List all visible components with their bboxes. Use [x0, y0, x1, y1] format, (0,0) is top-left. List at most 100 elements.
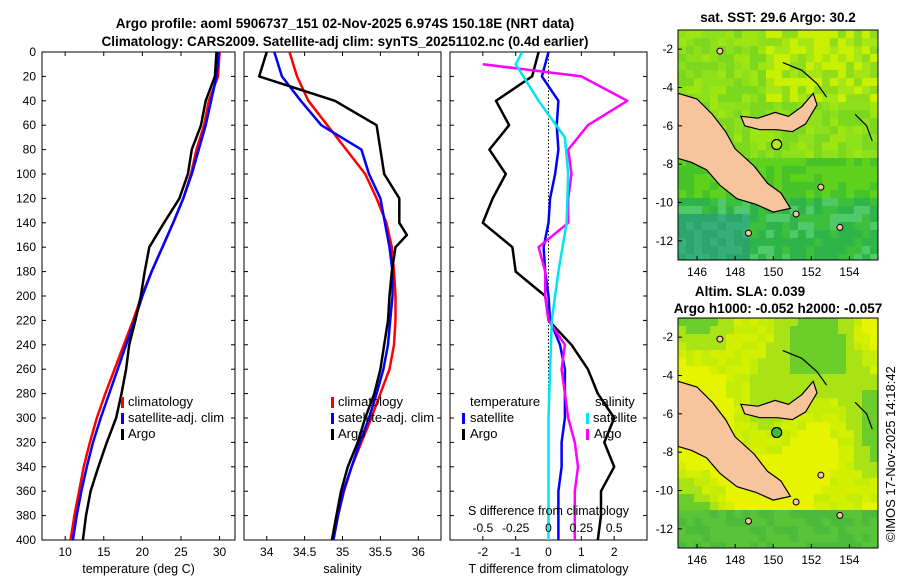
map-cell: [710, 94, 718, 102]
map-cell: [814, 46, 822, 54]
map-cell: [822, 454, 830, 462]
map-cell: [854, 398, 862, 406]
y-tick-label: 240: [16, 338, 36, 352]
map-cell: [742, 206, 750, 214]
y-tick-label: 80: [23, 143, 37, 157]
map-cell: [854, 54, 862, 62]
map-cell: [798, 422, 806, 430]
map-cell: [678, 478, 686, 486]
map-cell: [846, 254, 854, 260]
map-cell: [782, 238, 790, 246]
map-cell: [814, 166, 822, 174]
map-cell: [838, 326, 846, 334]
map-cell: [758, 38, 766, 46]
map-cell: [862, 102, 870, 110]
map-cell: [686, 190, 694, 198]
map-cell: [766, 94, 774, 102]
map-cell: [798, 494, 806, 502]
map-cell: [798, 230, 806, 238]
map-cell: [838, 206, 846, 214]
map-cell: [814, 254, 822, 260]
sst-map-title: sat. SST: 29.6 Argo: 30.2: [700, 10, 856, 25]
map-cell: [814, 198, 822, 206]
map-cell: [710, 62, 718, 70]
map-cell: [846, 342, 854, 350]
map-cell: [806, 150, 814, 158]
map-cell: [846, 166, 854, 174]
map-cell: [806, 414, 814, 422]
map-cell: [814, 478, 822, 486]
map-cell: [846, 366, 854, 374]
map-cell: [814, 318, 822, 326]
map-cell: [870, 318, 878, 326]
map-cell: [838, 438, 846, 446]
map-cell: [678, 318, 686, 326]
map-cell: [766, 446, 774, 454]
map-cell: [750, 62, 758, 70]
map-cell: [870, 374, 878, 382]
map-cell: [870, 30, 878, 38]
map-cell: [694, 350, 702, 358]
map-cell: [718, 494, 726, 502]
map-cell: [726, 70, 734, 78]
map-cell: [846, 494, 854, 502]
map-cell: [694, 358, 702, 366]
map-cell: [782, 102, 790, 110]
map-cell: [854, 214, 862, 222]
map-cell: [838, 174, 846, 182]
map-cell: [726, 254, 734, 260]
map-cell: [750, 430, 758, 438]
sla-map-subtitle: Argo h1000: -0.052 h2000: -0.057: [674, 301, 883, 316]
map-cell: [814, 446, 822, 454]
map-cell: [806, 486, 814, 494]
map-cell: [862, 182, 870, 190]
map-cell: [846, 94, 854, 102]
map-cell: [678, 190, 686, 198]
map-cell: [854, 462, 862, 470]
map-cell: [782, 350, 790, 358]
map-cell: [814, 238, 822, 246]
map-y-tick-label: -4: [662, 369, 673, 383]
map-cell: [734, 126, 742, 134]
map-cell: [862, 494, 870, 502]
map-cell: [726, 494, 734, 502]
map-cell: [718, 502, 726, 510]
map-cell: [870, 430, 878, 438]
map-cell: [838, 118, 846, 126]
map-cell: [790, 462, 798, 470]
map-cell: [870, 494, 878, 502]
map-cell: [846, 382, 854, 390]
map-cell: [838, 486, 846, 494]
map-cell: [846, 462, 854, 470]
map-cell: [822, 406, 830, 414]
map-cell: [710, 230, 718, 238]
map-y-tick-label: -12: [656, 234, 674, 248]
map-cell: [830, 254, 838, 260]
map-cell: [846, 358, 854, 366]
map-cell: [694, 38, 702, 46]
map-cell: [790, 534, 798, 542]
map-cell: [686, 518, 694, 526]
map-cell: [774, 462, 782, 470]
map-cell: [806, 174, 814, 182]
map-cell: [726, 422, 734, 430]
map-cell: [822, 470, 830, 478]
map-y-tick-label: -10: [656, 196, 674, 210]
map-cell: [830, 46, 838, 54]
map-cell: [718, 374, 726, 382]
map-cell: [790, 38, 798, 46]
map-cell: [718, 350, 726, 358]
map-cell: [838, 230, 846, 238]
map-cell: [806, 366, 814, 374]
map-cell: [774, 326, 782, 334]
map-cell: [870, 454, 878, 462]
map-cell: [726, 366, 734, 374]
series-line-satellite-adj-clim: [71, 52, 221, 540]
map-cell: [854, 382, 862, 390]
map-y-tick-label: -4: [662, 81, 673, 95]
map-cell: [814, 94, 822, 102]
map-cell: [766, 350, 774, 358]
map-cell: [830, 462, 838, 470]
map-cell: [862, 446, 870, 454]
map-cell: [758, 150, 766, 158]
